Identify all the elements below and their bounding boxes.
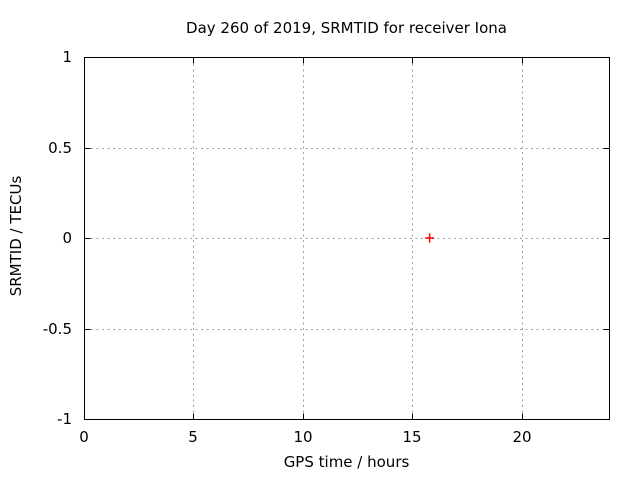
y-tick-label: 0 [62, 229, 72, 247]
x-tick-label: 20 [512, 428, 531, 446]
y-tick-label: -1 [57, 410, 72, 428]
x-tick-label: 10 [293, 428, 312, 446]
y-tick-label: -0.5 [43, 320, 72, 338]
x-tick-label: 15 [402, 428, 421, 446]
x-axis-label: GPS time / hours [283, 453, 410, 471]
x-tick-label: 5 [188, 428, 198, 446]
chart-title: Day 260 of 2019, SRMTID for receiver Ion… [186, 19, 507, 37]
x-tick-label: 0 [79, 428, 89, 446]
y-tick-labels: -1 -0.5 0 0.5 1 [43, 48, 72, 428]
grid-lines [85, 58, 609, 419]
y-tick-label: 0.5 [48, 139, 72, 157]
y-tick-label: 1 [62, 48, 72, 66]
tick-marks [84, 57, 610, 420]
y-axis-label: SRMTID / TECUs [7, 175, 25, 297]
x-tick-labels: 0 5 10 15 20 [79, 428, 531, 446]
data-series [425, 233, 435, 243]
